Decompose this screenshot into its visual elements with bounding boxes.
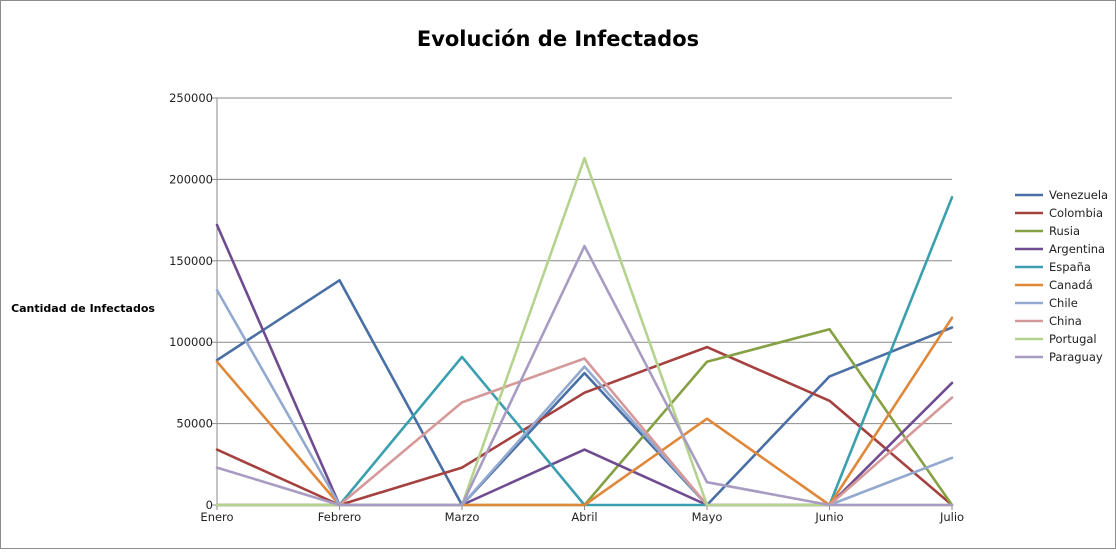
x-tick-label-2: Marzo <box>445 510 480 524</box>
legend: Venezuela Colombia Rusia Argentina España Can… <box>1015 188 1108 364</box>
legend-label-3: Argentina <box>1049 242 1105 256</box>
series-line-argentina <box>215 223 954 507</box>
gridlines <box>212 97 952 506</box>
y-tick-label-5: 250000 <box>169 91 213 105</box>
series-line-paraguay <box>215 244 954 507</box>
series-line-portugal <box>215 156 954 507</box>
legend-label-7: China <box>1049 314 1082 328</box>
x-tick-label-3: Abril <box>571 510 597 524</box>
legend-label-1: Colombia <box>1049 206 1103 220</box>
legend-label-2: Rusia <box>1049 224 1080 238</box>
legend-label-6: Chile <box>1049 296 1078 310</box>
y-tick-label-2: 100000 <box>169 335 213 349</box>
legend-label-9: Paraguay <box>1049 350 1103 364</box>
y-tick-label-3: 150000 <box>169 254 213 268</box>
chart-title: Evolución de Infectados <box>417 27 699 51</box>
x-tick-label-4: Mayo <box>692 510 723 524</box>
y-tick-label-4: 200000 <box>169 172 213 186</box>
x-tick-label-6: Julio <box>939 510 964 524</box>
series-line-venezuela <box>215 278 954 507</box>
x-tick-label-0: Enero <box>200 510 233 524</box>
y-tick-label-1: 50000 <box>176 417 213 431</box>
legend-label-5: Canadá <box>1049 278 1093 292</box>
x-tick-label-5: Junio <box>814 510 843 524</box>
series-line-españa <box>215 196 954 507</box>
series-lines <box>215 156 954 507</box>
legend-label-8: Portugal <box>1049 332 1097 346</box>
legend-label-0: Venezuela <box>1049 188 1108 202</box>
legend-label-4: España <box>1049 260 1091 274</box>
y-tick-label-0: 0 <box>206 498 213 512</box>
x-tick-label-1: Febrero <box>318 510 361 524</box>
x-tick-labels: Enero Febrero Marzo Abril Mayo Junio Julio <box>200 510 964 524</box>
y-tick-labels: 0 50000 100000 150000 200000 250000 <box>169 91 213 512</box>
y-axis-label: Cantidad de Infectados <box>11 302 155 315</box>
